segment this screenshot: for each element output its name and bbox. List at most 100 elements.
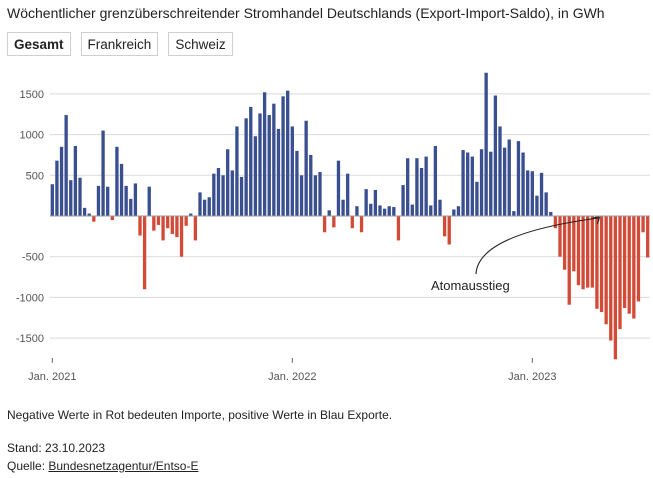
- bar: [115, 146, 119, 216]
- bar: [304, 120, 308, 216]
- bar: [267, 115, 271, 216]
- bar: [193, 216, 198, 241]
- bar: [133, 183, 138, 216]
- bar: [475, 181, 479, 216]
- bar: [562, 216, 567, 270]
- x-axis: Jan. 2021 Jan. 2022 Jan. 2023: [28, 358, 556, 383]
- bar: [69, 180, 73, 216]
- bar: [572, 216, 576, 272]
- bar: [604, 216, 608, 325]
- bar: [433, 146, 438, 216]
- bar: [553, 216, 558, 229]
- bar: [299, 175, 304, 216]
- bar: [419, 167, 424, 216]
- stand-date: Stand: 23.10.2023: [7, 441, 106, 455]
- bar: [216, 167, 221, 216]
- source-prefix: Quelle:: [7, 459, 49, 473]
- bar: [230, 170, 234, 216]
- bar: [346, 173, 350, 216]
- bar: [599, 216, 604, 313]
- x-tick-label: Jan. 2023: [508, 371, 556, 383]
- tab-bar: Gesamt Frankreich Schweiz: [7, 32, 233, 56]
- bar: [212, 173, 216, 216]
- bar: [484, 72, 488, 217]
- source-line: Quelle: Bundesnetzagentur/Entso-E: [7, 459, 198, 473]
- bar: [466, 152, 470, 216]
- bar: [207, 197, 211, 216]
- bar: [290, 126, 294, 216]
- bar: [396, 216, 401, 241]
- bar: [526, 170, 530, 216]
- footnote: Negative Werte in Rot bedeuten Importe, …: [7, 408, 393, 422]
- bar: [406, 158, 410, 216]
- bar: [461, 150, 465, 216]
- source-link[interactable]: Bundesnetzagentur/Entso-E: [48, 459, 199, 473]
- bar: [544, 192, 548, 216]
- tab-schweiz[interactable]: Schweiz: [168, 32, 233, 56]
- bar: [295, 150, 299, 216]
- bar: [189, 213, 193, 216]
- bar: [636, 216, 641, 302]
- bars: [50, 72, 650, 360]
- bar: [359, 216, 364, 233]
- bar: [142, 216, 147, 290]
- bar: [152, 216, 156, 231]
- tab-frankreich[interactable]: Frankreich: [80, 32, 159, 56]
- bar: [387, 206, 391, 216]
- bar: [202, 199, 207, 216]
- bar: [581, 216, 585, 290]
- bar: [549, 211, 553, 216]
- annotation: Atomausstieg: [431, 216, 601, 293]
- bar: [119, 163, 124, 216]
- bar: [502, 147, 507, 216]
- bar: [221, 175, 225, 216]
- bar: [166, 216, 170, 229]
- bar: [50, 184, 54, 216]
- bar: [613, 216, 618, 360]
- tab-gesamt[interactable]: Gesamt: [7, 32, 71, 56]
- bar: [382, 208, 387, 216]
- bar: [364, 189, 368, 216]
- bar: [161, 216, 165, 241]
- bar: [576, 216, 581, 286]
- bar: [595, 216, 599, 309]
- y-tick-label: -500: [22, 252, 44, 264]
- bar: [106, 186, 110, 216]
- bar: [124, 185, 128, 216]
- bar: [590, 216, 594, 288]
- bar: [535, 195, 539, 216]
- bar: [498, 126, 502, 216]
- bar: [341, 199, 345, 216]
- bar: [410, 204, 414, 216]
- bar: [82, 207, 87, 216]
- bar: [286, 90, 290, 216]
- bar: [622, 216, 627, 308]
- bar: [507, 139, 511, 216]
- bar: [447, 216, 451, 245]
- annotation-arrowhead: [592, 216, 601, 225]
- bar: [184, 216, 188, 226]
- bar: [456, 206, 461, 216]
- bar: [179, 216, 184, 257]
- chart-title: Wöchentlicher grenzüberschreitender Stro…: [7, 5, 605, 21]
- bar: [129, 198, 133, 216]
- annotation-label: Atomausstieg: [431, 278, 510, 293]
- bar: [429, 205, 433, 216]
- bar: [244, 118, 248, 216]
- bar: [327, 210, 331, 216]
- bar: [313, 175, 318, 216]
- bar: [567, 216, 571, 305]
- bar: [438, 199, 442, 216]
- bar: [226, 149, 230, 216]
- grid-lines: [50, 93, 650, 339]
- y-tick-label: 1000: [20, 130, 44, 142]
- bar: [424, 156, 428, 216]
- bar: [175, 216, 179, 238]
- bar: [64, 115, 68, 216]
- y-tick-label: 500: [26, 170, 44, 182]
- bar: [198, 192, 202, 216]
- bar: [322, 216, 327, 233]
- bar: [235, 126, 239, 216]
- annotation-arrow: [475, 217, 599, 275]
